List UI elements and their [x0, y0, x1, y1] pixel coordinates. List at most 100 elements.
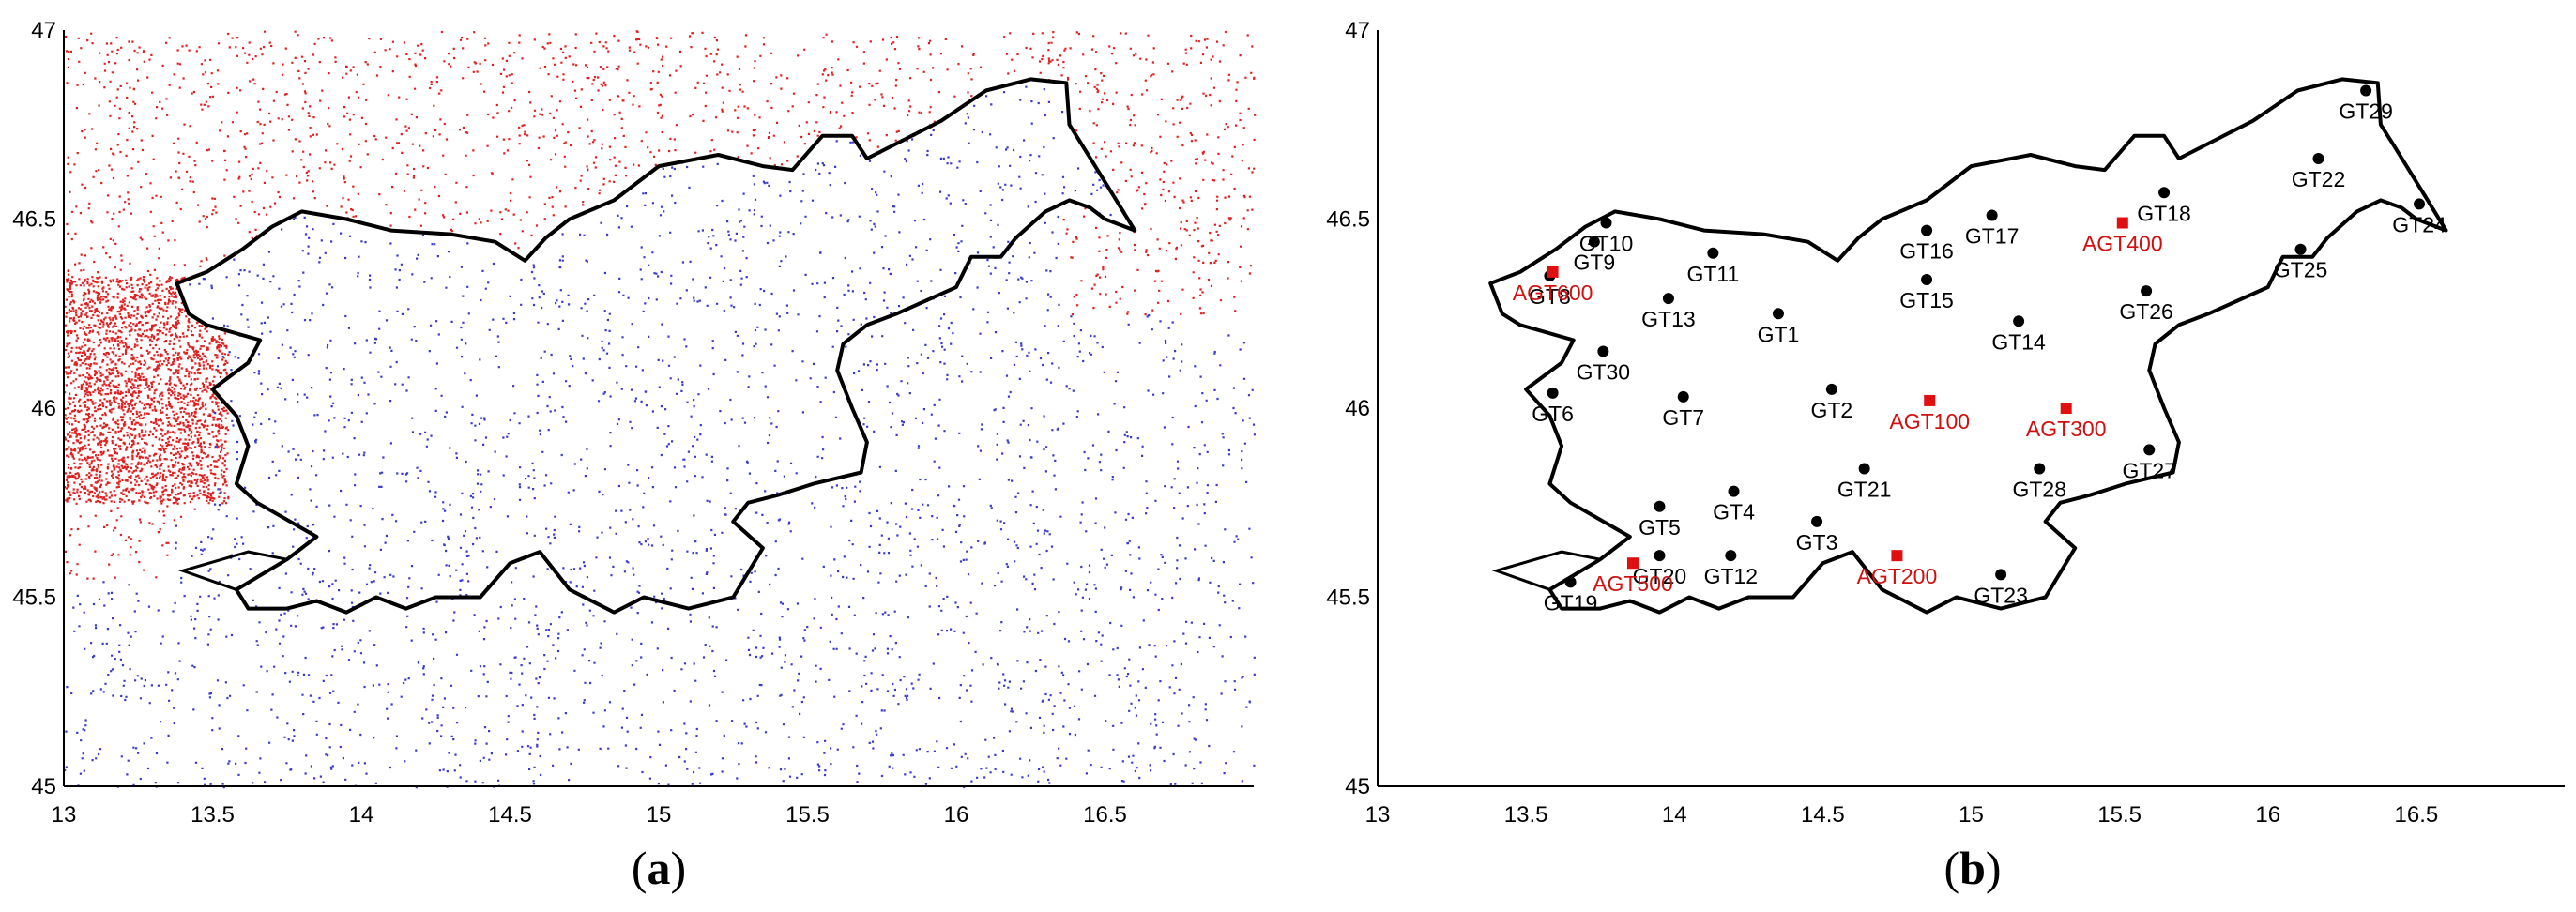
gt-station-marker: [1588, 236, 1600, 248]
gt-station-marker: [2294, 243, 2307, 255]
y-tick-label: 45.5: [1326, 585, 1370, 611]
agt-station-label: AGT300: [2026, 417, 2107, 441]
panel-b: 13 13.5 14 14.5 15 15.5 16 16.5 4545.54646.547 …: [1326, 18, 2565, 894]
gt-station-marker: [1921, 273, 1933, 285]
panel-b-plot-area: [1378, 30, 2565, 786]
gt-station-marker: [2143, 444, 2156, 456]
gt-station-label: GT25: [2274, 258, 2328, 282]
x-tick-label: 15.5: [2097, 802, 2142, 828]
y-tick-label: 46.5: [1326, 207, 1370, 233]
panel-a-x-ticks: 13 13.5 14 14.5 15 15.5 16 16.5: [52, 802, 1127, 828]
gt-station-label: GT16: [1899, 239, 1954, 264]
gt-station-label: GT20: [1633, 564, 1687, 588]
gt-station-marker: [1547, 387, 1559, 399]
gt-station-label: GT22: [2292, 167, 2346, 191]
y-tick-label: 47: [31, 18, 56, 43]
panel-a-plot-area: [64, 30, 1254, 786]
x-tick-label: 16: [2255, 802, 2280, 828]
y-tick-label: 46.5: [12, 207, 56, 233]
gt-station-marker: [2360, 84, 2372, 97]
gt-station-marker: [1707, 247, 1719, 259]
gt-station-label: GT9: [1573, 251, 1615, 275]
gt-station-marker: [1811, 515, 1823, 527]
agt-station-label: AGT500: [1593, 571, 1673, 596]
gt-station-label: GT28: [2012, 477, 2066, 501]
gt-station-label: GT2: [1810, 398, 1852, 422]
gt-station-label: GT26: [2119, 299, 2173, 324]
gt-station-label: GT10: [1579, 232, 1634, 256]
gt-station-marker: [2312, 153, 2324, 165]
gt-station-marker: [1654, 550, 1666, 562]
x-tick-label: 16: [944, 802, 969, 828]
gt-station-label: GT21: [1837, 477, 1892, 501]
gt-station-label: GT17: [1965, 223, 2020, 248]
panel-a: 13 13.5 14 14.5 15 15.5 16 16.5 4545.54646.547 …: [12, 18, 1257, 894]
y-tick-label: 45: [31, 774, 56, 799]
x-tick-label: 16.5: [2395, 802, 2439, 828]
red-grid-points: [64, 30, 1257, 580]
gt-station-marker: [1986, 209, 1998, 221]
gt-station-marker: [1825, 383, 1837, 395]
agt-station-marker: [2116, 217, 2128, 229]
gt-station-marker: [1677, 390, 1689, 403]
x-tick-label: 13.5: [1504, 802, 1548, 828]
gt-station-label: GT27: [2122, 458, 2176, 482]
gt-station-label: GT29: [2339, 99, 2393, 123]
panel-b-label: (b): [1943, 842, 2001, 894]
x-tick-label: 14.5: [488, 802, 532, 828]
x-tick-label: 15: [647, 802, 672, 828]
gt-station-marker: [2414, 198, 2426, 210]
panel-b-letter: b: [1959, 842, 1986, 894]
gt-station-label: GT6: [1532, 402, 1574, 426]
gt-station-marker: [2034, 463, 2046, 475]
gt-station-label: GT8: [1529, 284, 1571, 309]
gt-station-label: GT23: [1974, 583, 2028, 607]
x-tick-label: 13.5: [191, 802, 235, 828]
gt-station-marker: [1921, 224, 1933, 236]
gt-station-label: GT7: [1662, 405, 1704, 430]
gt-station-label: GT12: [1704, 564, 1759, 588]
panel-a-label: (a): [632, 842, 686, 894]
panel-a-y-ticks: 45 45.5 46 46.5 47: [12, 18, 56, 799]
agt-station-label: AGT400: [2082, 232, 2163, 256]
panel-b-x-ticks: 13 13.5 14 14.5 15 15.5 16 16.5: [1365, 802, 2439, 828]
panel-b-slovenia-border: [1488, 77, 2448, 615]
panel-a-red-points: [64, 30, 1257, 580]
x-tick-label: 16.5: [1083, 802, 1127, 828]
panel-a-slovenia-border: [175, 77, 1137, 615]
agt-station-label: AGT200: [1857, 564, 1938, 588]
gt-station-label: GT14: [1991, 329, 2046, 354]
agt-station-marker: [1924, 394, 1936, 406]
agt-station-marker: [1547, 266, 1559, 278]
agt-station-marker: [2060, 403, 2072, 414]
y-tick-label: 45: [1345, 774, 1370, 799]
y-tick-label: 46: [31, 396, 56, 421]
gt-station-label: GT1: [1758, 322, 1800, 346]
x-tick-label: 14.5: [1801, 802, 1845, 828]
panel-b-y-ticks: 45 45.5 46 46.5 47: [1326, 18, 1370, 799]
gt-station-label: GT3: [1796, 530, 1838, 555]
panel-a-istria-outline: [177, 550, 288, 591]
gt-station-marker: [1725, 550, 1737, 562]
gt-station-marker: [1600, 217, 1612, 229]
gt-station-label: GT13: [1641, 307, 1696, 331]
panel-b-istria-outline: [1491, 550, 1601, 591]
y-tick-label: 47: [1345, 18, 1370, 43]
agt-station-marker: [1891, 550, 1903, 562]
x-tick-label: 14: [349, 802, 374, 828]
agt-station-label: AGT600: [1513, 281, 1593, 305]
gt-station-label: GT18: [2137, 201, 2191, 225]
gt-station-marker: [1728, 485, 1740, 497]
gt-station-marker: [2158, 187, 2171, 199]
gt-station-label: GT15: [1899, 288, 1954, 312]
x-tick-label: 15.5: [785, 802, 830, 828]
x-tick-label: 14: [1662, 802, 1687, 828]
gt-station-marker: [1772, 308, 1784, 320]
gt-station-marker: [2141, 285, 2153, 297]
x-tick-label: 13: [52, 802, 77, 828]
agt-station-marker: [1626, 557, 1639, 570]
panel-a-letter: a: [648, 842, 671, 894]
y-tick-label: 46: [1345, 396, 1370, 421]
gt-station-marker: [1597, 345, 1609, 357]
